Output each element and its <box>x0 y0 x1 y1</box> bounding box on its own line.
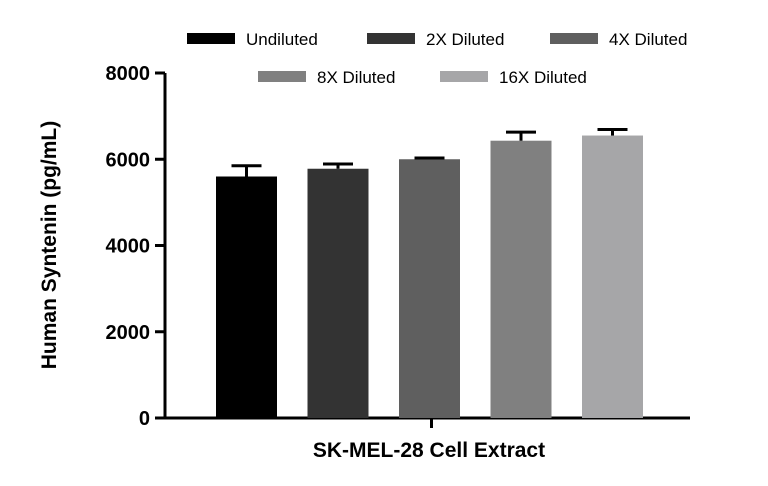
legend-swatch <box>550 33 598 44</box>
y-tick-label: 2000 <box>106 322 151 344</box>
y-tick-label: 4000 <box>106 236 151 258</box>
legend-swatch <box>440 71 488 82</box>
y-tick-label: 8000 <box>106 63 151 85</box>
bar <box>307 168 369 418</box>
y-tick-label: 6000 <box>106 149 151 171</box>
x-axis-title: SK-MEL-28 Cell Extract <box>313 439 545 462</box>
legend-label: 8X Diluted <box>317 68 395 87</box>
y-tick-label: 0 <box>139 408 150 430</box>
legend: Undiluted 2X Diluted 4X Diluted 8X Diluted 1… <box>187 30 687 87</box>
bar <box>490 140 552 419</box>
bars <box>216 127 643 419</box>
bar <box>399 159 460 418</box>
legend-label: 2X Diluted <box>426 30 504 49</box>
legend-label: 16X Diluted <box>499 68 587 87</box>
legend-label: 4X Diluted <box>609 30 687 49</box>
legend-swatch <box>367 33 415 44</box>
legend-swatch <box>258 71 306 82</box>
bar <box>216 176 277 418</box>
legend-label: Undiluted <box>246 30 318 49</box>
legend-swatch <box>187 33 235 44</box>
y-axis-title: Human Syntenin (pg/mL) <box>38 121 61 370</box>
bar <box>582 135 643 418</box>
